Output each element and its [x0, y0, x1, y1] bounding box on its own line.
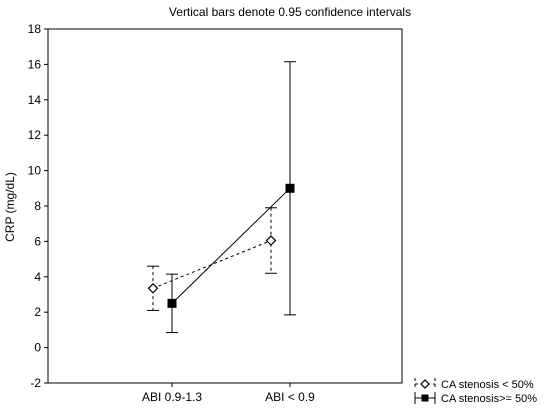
y-tick-label: 16 [28, 57, 42, 71]
x-tick-label: ABI < 0.9 [265, 390, 315, 404]
data-point [285, 183, 295, 193]
data-point [167, 298, 177, 308]
y-tick-label: 2 [34, 305, 41, 319]
legend-marker [421, 394, 429, 402]
y-tick-label: 10 [28, 164, 42, 178]
legend-marker [420, 379, 430, 389]
y-axis-ticks: -2 0 2 4 6 8 10 12 14 16 18 [28, 22, 48, 390]
y-tick-label: 4 [34, 270, 41, 284]
data-point [265, 235, 277, 246]
data-point [147, 282, 159, 294]
chart-title: Vertical bars denote 0.95 confidence int… [169, 5, 411, 19]
legend-label: CA stenosis>= 50% [441, 393, 537, 405]
series-line [171, 187, 291, 304]
y-tick-label: 18 [28, 22, 42, 36]
legend-label: CA stenosis < 50% [441, 379, 534, 391]
series-layer [147, 61, 296, 334]
x-tick-label: ABI 0.9-1.3 [142, 390, 202, 404]
y-tick-label: 14 [28, 93, 42, 107]
y-tick-label: 12 [28, 128, 42, 142]
x-axis-ticks: ABI 0.9-1.3 ABI < 0.9 [142, 383, 315, 404]
plot-frame [47, 28, 403, 384]
y-tick-label: -2 [30, 376, 41, 390]
y-tick-label: 0 [34, 341, 41, 355]
y-tick-label: 8 [34, 199, 41, 213]
y-tick-label: 6 [34, 234, 41, 248]
y-axis-label: CRP (mg/dL) [3, 172, 17, 242]
legend: CA stenosis < 50% CA stenosis>= 50% [414, 378, 537, 405]
